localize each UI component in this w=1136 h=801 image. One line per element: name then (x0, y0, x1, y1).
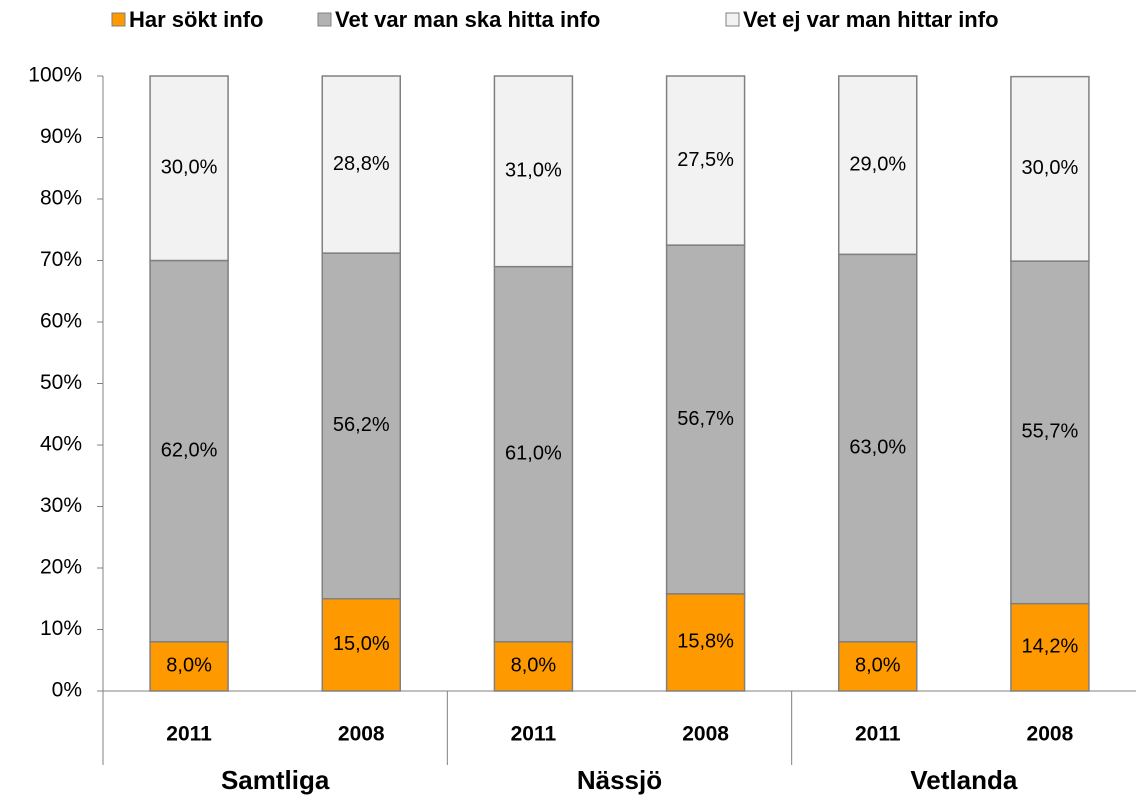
legend-swatch (725, 12, 740, 27)
bar-segment (1010, 260, 1090, 605)
y-tick-label: 30% (40, 494, 82, 517)
y-tick-label: 0% (52, 679, 82, 702)
data-label: 28,8% (333, 153, 390, 175)
bar-segment (321, 75, 401, 254)
data-label: 8,0% (511, 655, 557, 677)
group-label: Nässjö (577, 765, 662, 795)
x-tick-label: 2008 (1027, 723, 1074, 746)
legend-swatch (317, 12, 332, 27)
data-label: 30,0% (161, 157, 218, 179)
group-label: Samtliga (221, 765, 330, 795)
data-label: 15,8% (677, 631, 734, 653)
data-label: 31,0% (505, 160, 562, 182)
data-label: 56,2% (333, 414, 390, 436)
data-label: 62,0% (161, 439, 218, 461)
y-tick-label: 80% (40, 187, 82, 210)
group-label: Vetlanda (910, 765, 1017, 795)
data-label: 27,5% (677, 149, 734, 171)
x-tick-label: 2008 (682, 723, 729, 746)
bar-segment (493, 75, 574, 268)
bar-segment (665, 75, 746, 246)
y-tick-label: 50% (40, 371, 82, 394)
bar-segment (1010, 602, 1090, 692)
data-label: 56,7% (677, 408, 734, 430)
bar-segment (149, 641, 229, 692)
bar-segment (665, 593, 746, 692)
bar-segment (838, 253, 918, 643)
legend-label: Vet var man ska hitta info (335, 7, 600, 32)
bar-segment (321, 598, 401, 692)
y-tick-label: 20% (40, 556, 82, 579)
bar-segment (1010, 75, 1090, 262)
data-label: 8,0% (855, 655, 901, 677)
data-label: 29,0% (849, 153, 906, 175)
x-tick-label: 2008 (338, 723, 385, 746)
bar-segment (493, 641, 574, 692)
bar-segment (838, 75, 918, 256)
y-tick-label: 10% (40, 617, 82, 640)
y-tick-label: 90% (40, 125, 82, 148)
data-label: 61,0% (505, 443, 562, 465)
y-tick-label: 60% (40, 310, 82, 333)
legend-label: Vet ej var man hittar info (743, 7, 999, 32)
x-tick-label: 2011 (511, 723, 557, 746)
y-tick-label: 70% (40, 248, 82, 271)
bar-segment (838, 641, 918, 692)
data-label: 30,0% (1022, 157, 1079, 179)
data-label: 63,0% (849, 436, 906, 458)
x-tick-label: 2011 (855, 723, 901, 746)
x-tick-label: 2011 (166, 723, 212, 746)
bar-segment (321, 252, 401, 600)
data-label: 15,0% (333, 633, 390, 655)
y-tick-label: 100% (28, 64, 82, 87)
bar-segment (149, 259, 229, 643)
bar-segment (149, 75, 229, 262)
data-label: 8,0% (166, 655, 212, 677)
bar-segment (493, 265, 574, 643)
legend-swatch (111, 12, 126, 27)
y-tick-label: 40% (40, 433, 82, 456)
data-label: 14,2% (1022, 636, 1079, 658)
legend-label: Har sökt info (129, 7, 263, 32)
data-label: 55,7% (1022, 421, 1079, 443)
